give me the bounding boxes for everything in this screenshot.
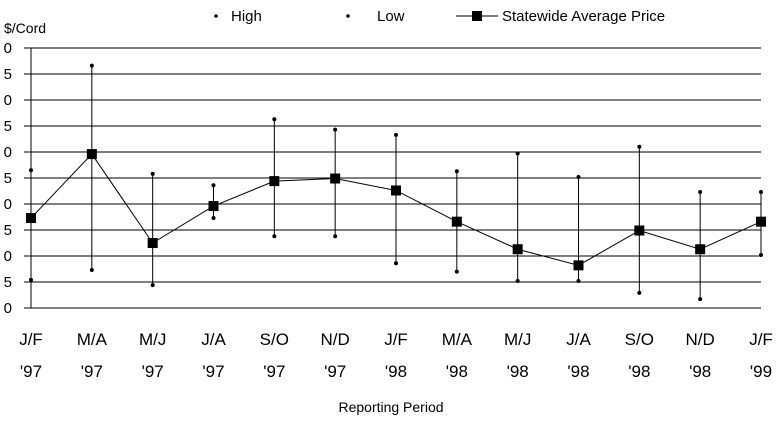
high-point — [150, 171, 155, 176]
low-point — [89, 268, 94, 273]
x-tick-label: J/F — [19, 330, 43, 349]
high-point — [576, 174, 581, 179]
x-axis-category-labels: J/F '97 M/A '97 M/J '97 J/A '97 S/O '97 N/D '97 J/F '… — [19, 330, 773, 381]
low-point — [637, 290, 642, 295]
low-point — [454, 269, 459, 274]
high-point — [394, 132, 398, 137]
average-point — [695, 244, 706, 255]
high-point — [211, 183, 216, 188]
x-tick-year-label: '97 — [20, 362, 42, 381]
x-tick-label: J/A — [566, 330, 591, 349]
x-tick-label: N/D — [321, 330, 350, 349]
high-point — [698, 190, 703, 195]
average-point — [756, 216, 766, 227]
y-tick-label: 0 — [4, 248, 12, 265]
low-point — [759, 252, 763, 257]
high-points — [29, 63, 763, 195]
average-point — [26, 213, 36, 224]
x-tick-year-label: '98 — [385, 362, 407, 381]
average-point — [147, 238, 158, 248]
legend-high-label: High — [231, 8, 262, 25]
y-tick-label: 5 — [4, 118, 12, 135]
y-axis-ticks: 0 5 0 5 0 5 0 5 0 5 0 — [4, 40, 12, 317]
y-tick-label: 0 — [4, 144, 12, 161]
x-tick-label: S/O — [260, 330, 289, 349]
x-tick-label: M/A — [442, 330, 473, 349]
legend-average-marker — [472, 11, 482, 21]
y-tick-label: 5 — [4, 222, 12, 239]
x-tick-year-label: '97 — [324, 362, 346, 381]
low-point — [394, 261, 398, 266]
x-tick-label: N/D — [686, 330, 715, 349]
low-point — [211, 216, 216, 221]
x-tick-label: J/F — [384, 330, 408, 349]
x-tick-year-label: '98 — [689, 362, 711, 381]
x-tick-year-label: '97 — [142, 362, 164, 381]
legend-low-marker — [346, 14, 350, 18]
high-point — [515, 151, 520, 156]
average-point — [208, 201, 219, 212]
x-tick-year-label: '98 — [446, 362, 468, 381]
y-tick-label: 0 — [4, 196, 12, 213]
gridlines — [24, 47, 761, 309]
high-point — [759, 190, 763, 195]
high-point — [454, 169, 459, 174]
average-price-points — [26, 149, 766, 271]
low-points — [29, 216, 763, 302]
x-tick-label: M/A — [77, 330, 108, 349]
high-point — [637, 144, 642, 149]
x-tick-year-label: '98 — [628, 362, 650, 381]
y-tick-label: 5 — [4, 66, 12, 83]
x-tick-year-label: '97 — [263, 362, 285, 381]
average-point — [391, 185, 401, 196]
low-point — [272, 234, 277, 239]
x-tick-label: M/J — [504, 330, 531, 349]
low-point — [515, 278, 520, 283]
average-point — [86, 149, 97, 160]
low-point — [576, 278, 581, 283]
low-point — [333, 234, 338, 239]
average-point — [330, 173, 341, 184]
high-point — [333, 127, 338, 132]
low-point — [150, 283, 155, 288]
average-point — [573, 260, 584, 271]
high-point — [89, 63, 94, 68]
x-tick-label: J/F — [749, 330, 773, 349]
y-tick-label: 0 — [4, 92, 12, 109]
x-tick-year-label: '98 — [507, 362, 529, 381]
legend-average-label: Statewide Average Price — [502, 8, 665, 25]
high-point — [29, 168, 33, 173]
y-tick-label: 5 — [4, 170, 12, 187]
x-tick-year-label: '97 — [202, 362, 224, 381]
y-axis-unit-label: $/Cord — [4, 20, 46, 36]
x-tick-year-label: '98 — [567, 362, 589, 381]
legend-high-marker — [214, 14, 218, 18]
legend-low-label: Low — [377, 8, 405, 25]
y-tick-label: 0 — [4, 40, 12, 57]
average-point — [269, 176, 280, 187]
y-tick-label: 0 — [4, 300, 12, 317]
average-point — [512, 244, 523, 255]
x-tick-label: M/J — [139, 330, 166, 349]
high-point — [272, 117, 277, 122]
average-point — [634, 225, 645, 236]
average-point — [451, 216, 462, 227]
x-tick-label: J/A — [201, 330, 226, 349]
low-point — [698, 297, 703, 302]
legend: High Low Statewide Average Price — [214, 8, 665, 25]
x-axis-title: Reporting Period — [338, 399, 443, 415]
low-point — [29, 277, 33, 282]
x-tick-year-label: '99 — [750, 362, 772, 381]
x-tick-year-label: '97 — [81, 362, 103, 381]
x-tick-label: S/O — [625, 330, 654, 349]
y-tick-label: 5 — [4, 274, 12, 291]
